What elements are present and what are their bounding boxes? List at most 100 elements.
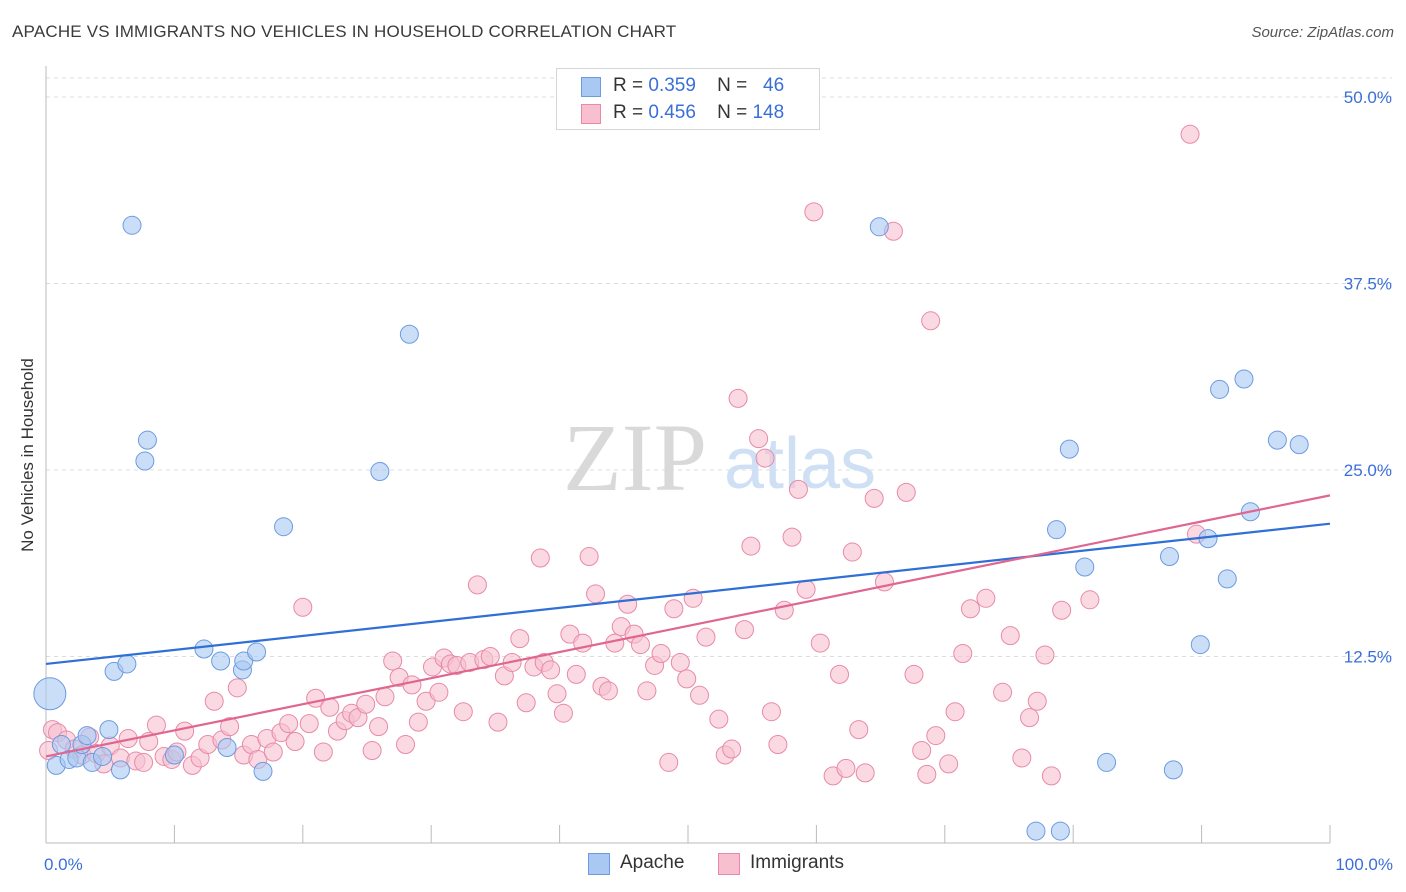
immigrants-point — [761, 702, 781, 722]
apache-legend-swatch — [588, 853, 610, 875]
immigrants-point — [1000, 626, 1020, 646]
immigrants-point — [586, 584, 606, 604]
immigrants-point — [926, 726, 946, 746]
immigrants-point — [796, 579, 816, 599]
immigrants-point — [510, 629, 530, 649]
chart-title: APACHE VS IMMIGRANTS NO VEHICLES IN HOUS… — [12, 22, 677, 41]
watermark: ZIP atlas — [563, 404, 876, 511]
immigrants-point — [953, 644, 973, 664]
immigrants-point — [670, 652, 690, 672]
apache-legend-label: Apache — [620, 852, 685, 873]
immigrants-point — [402, 675, 422, 695]
immigrants-n-value: 148 — [752, 102, 785, 123]
apache-point — [33, 677, 67, 711]
apache-point — [77, 726, 97, 746]
apache-r-value: 0.359 — [648, 75, 696, 96]
apache-point — [1163, 760, 1183, 780]
immigrants-point — [630, 635, 650, 655]
series-legend: Apache Immigrants — [0, 852, 1406, 878]
source-note: Source: ZipAtlas.com — [1251, 24, 1394, 41]
immigrants-point — [749, 429, 769, 449]
immigrants-point — [734, 620, 754, 640]
immigrants-point — [480, 647, 500, 666]
apache-point — [1210, 379, 1230, 399]
y-axis-label: No Vehicles in Household — [18, 358, 37, 552]
apache-point — [399, 324, 419, 344]
immigrants-point — [637, 681, 657, 701]
immigrants-point — [362, 740, 382, 760]
x-tick-label: 100.0% — [1335, 855, 1393, 874]
apache-point — [1026, 821, 1046, 841]
immigrants-point — [618, 594, 638, 614]
immigrants-point — [659, 752, 679, 772]
apache-point — [1075, 557, 1095, 577]
apache-point — [122, 215, 142, 235]
immigrants-legend-label: Immigrants — [750, 852, 844, 873]
immigrants-point — [598, 681, 618, 701]
apache-n-label: N = — [717, 75, 748, 96]
immigrants-trend-line — [45, 494, 1331, 758]
immigrants-point — [722, 739, 742, 759]
immigrants-point — [804, 202, 824, 222]
immigrants-point — [728, 388, 748, 408]
apache-point — [869, 217, 889, 237]
immigrants-point — [842, 542, 862, 562]
immigrants-point — [741, 536, 761, 556]
apache-point — [217, 738, 237, 758]
immigrants-point — [896, 482, 916, 502]
immigrants-point — [782, 527, 802, 547]
correlation-legend: R = 0.359 N = 46 R = 0.456 N = 148 — [556, 68, 820, 130]
immigrants-point — [356, 694, 376, 714]
y-tick-label: 37.5% — [1344, 275, 1392, 294]
immigrants-point — [830, 664, 850, 684]
apache-point — [1217, 569, 1237, 589]
apache-n-value: 46 — [763, 75, 785, 96]
immigrants-point — [939, 754, 959, 774]
immigrants-point — [579, 547, 599, 567]
immigrants-point — [1035, 645, 1055, 665]
immigrants-point — [696, 627, 716, 647]
apache-point — [110, 760, 130, 780]
immigrants-point — [516, 693, 536, 713]
immigrants-legend-swatch — [718, 853, 740, 875]
immigrants-point — [690, 685, 710, 705]
immigrants-point — [547, 684, 567, 704]
immigrants-point — [227, 678, 247, 698]
y-tick-label: 25.0% — [1344, 461, 1392, 480]
immigrants-point — [375, 687, 395, 707]
immigrants-point — [976, 588, 996, 608]
apache-point — [1190, 635, 1210, 655]
immigrants-point — [709, 709, 729, 729]
immigrants-point — [677, 669, 697, 689]
apache-point — [1097, 752, 1117, 772]
apache-point — [1234, 369, 1254, 389]
immigrants-point — [664, 599, 684, 619]
immigrants-point — [396, 735, 416, 755]
immigrants-swatch — [581, 104, 601, 124]
immigrants-point — [530, 548, 550, 568]
immigrants-point — [1041, 766, 1061, 786]
immigrants-point — [553, 703, 573, 723]
immigrants-point — [541, 660, 561, 680]
immigrants-point — [1052, 600, 1072, 620]
watermark-zip: ZIP — [563, 404, 707, 511]
immigrants-point — [313, 742, 333, 762]
apache-point — [1160, 547, 1179, 567]
immigrants-point — [467, 575, 487, 595]
apache-point — [370, 461, 390, 481]
immigrants-point — [285, 732, 305, 752]
immigrants-point — [383, 651, 403, 671]
immigrants-point — [279, 714, 299, 734]
immigrants-point — [960, 599, 980, 619]
immigrants-point — [453, 702, 473, 722]
apache-trend-line — [45, 522, 1331, 666]
immigrants-r-label: R = — [613, 102, 644, 123]
immigrants-point — [134, 752, 154, 772]
apache-point — [137, 430, 157, 450]
apache-swatch — [581, 77, 601, 97]
immigrants-point — [864, 488, 884, 508]
immigrants-point — [788, 479, 808, 499]
apache-r-label: R = — [613, 75, 644, 96]
immigrants-point — [429, 682, 449, 702]
